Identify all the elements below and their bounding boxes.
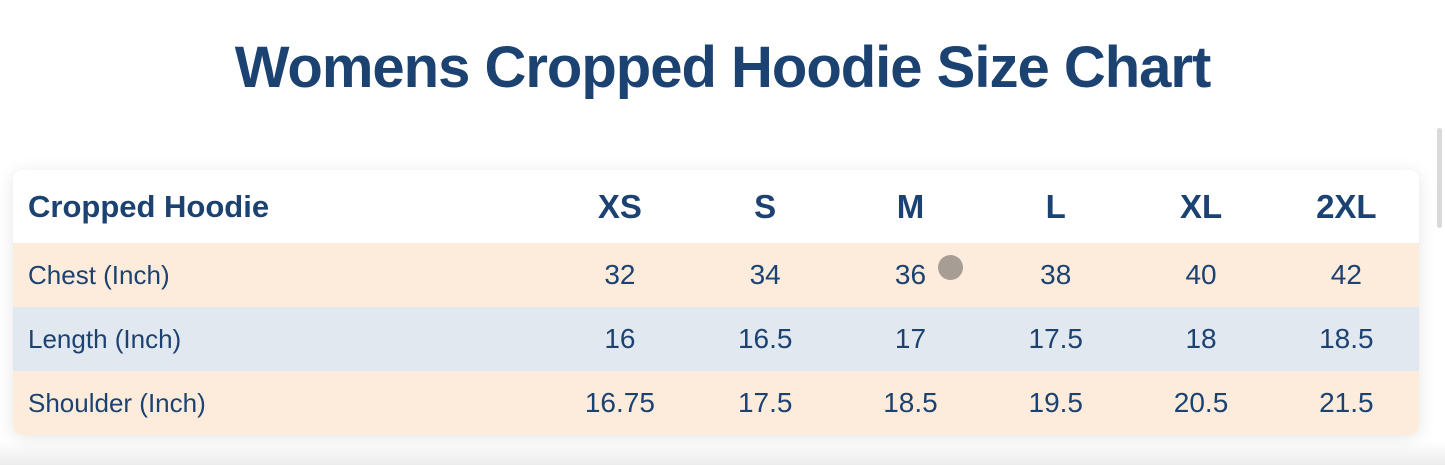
page-title: Womens Cropped Hoodie Size Chart bbox=[234, 35, 1212, 100]
cell-length-l: 17.5 bbox=[1028, 323, 1084, 354]
row-label-chest: Chest (Inch) bbox=[28, 259, 170, 290]
column-header-2xl: 2XL bbox=[1316, 187, 1377, 225]
table-header-row: Cropped Hoodie XS S M L XL 2XL bbox=[13, 170, 1419, 243]
cell-length-2xl: 18.5 bbox=[1319, 323, 1374, 354]
cell-length-xl: 18 bbox=[1185, 323, 1217, 354]
table-corner-header: Cropped Hoodie bbox=[28, 188, 270, 224]
cell-chest-m: 36 bbox=[894, 259, 927, 290]
cell-shoulder-s: 17.5 bbox=[737, 387, 793, 418]
column-header-xl: XL bbox=[1179, 187, 1223, 225]
column-header-xs: XS bbox=[597, 187, 642, 225]
row-label-shoulder: Shoulder (Inch) bbox=[28, 387, 206, 418]
cell-length-s: 16.5 bbox=[737, 323, 793, 354]
size-chart-card: Cropped Hoodie XS S M L XL 2XL Chest (In… bbox=[13, 170, 1419, 435]
table-row-shoulder: Shoulder (Inch) 16.75 17.5 18.5 19.5 20.… bbox=[13, 371, 1419, 435]
cell-chest-xs: 32 bbox=[604, 259, 636, 290]
cell-shoulder-xs: 16.75 bbox=[584, 387, 655, 418]
cell-length-xs: 16 bbox=[604, 323, 636, 354]
table-row-length: Length (Inch) 16 16.5 17 17.5 18 18.5 bbox=[13, 307, 1419, 371]
cell-chest-l: 38 bbox=[1040, 259, 1072, 290]
cell-shoulder-2xl: 21.5 bbox=[1319, 387, 1374, 418]
cursor-dot bbox=[938, 255, 963, 280]
row-label-length: Length (Inch) bbox=[28, 323, 182, 354]
table-row-chest: Chest (Inch) 32 34 36 38 40 42 bbox=[13, 243, 1419, 307]
cell-shoulder-m: 18.5 bbox=[883, 387, 938, 418]
size-chart-table: Cropped Hoodie XS S M L XL 2XL Chest (In… bbox=[13, 170, 1419, 435]
cell-shoulder-xl: 20.5 bbox=[1173, 387, 1229, 418]
cell-length-m: 17 bbox=[894, 323, 927, 354]
column-header-l: L bbox=[1045, 187, 1066, 225]
cell-shoulder-l: 19.5 bbox=[1028, 387, 1084, 418]
cell-chest-s: 34 bbox=[749, 259, 781, 290]
cell-chest-xl: 40 bbox=[1185, 259, 1217, 290]
column-header-m: M bbox=[896, 187, 925, 225]
bottom-fade bbox=[0, 441, 1445, 465]
column-header-s: S bbox=[754, 187, 777, 225]
cell-chest-2xl: 42 bbox=[1330, 259, 1362, 290]
scrollbar-thumb[interactable] bbox=[1437, 128, 1442, 228]
